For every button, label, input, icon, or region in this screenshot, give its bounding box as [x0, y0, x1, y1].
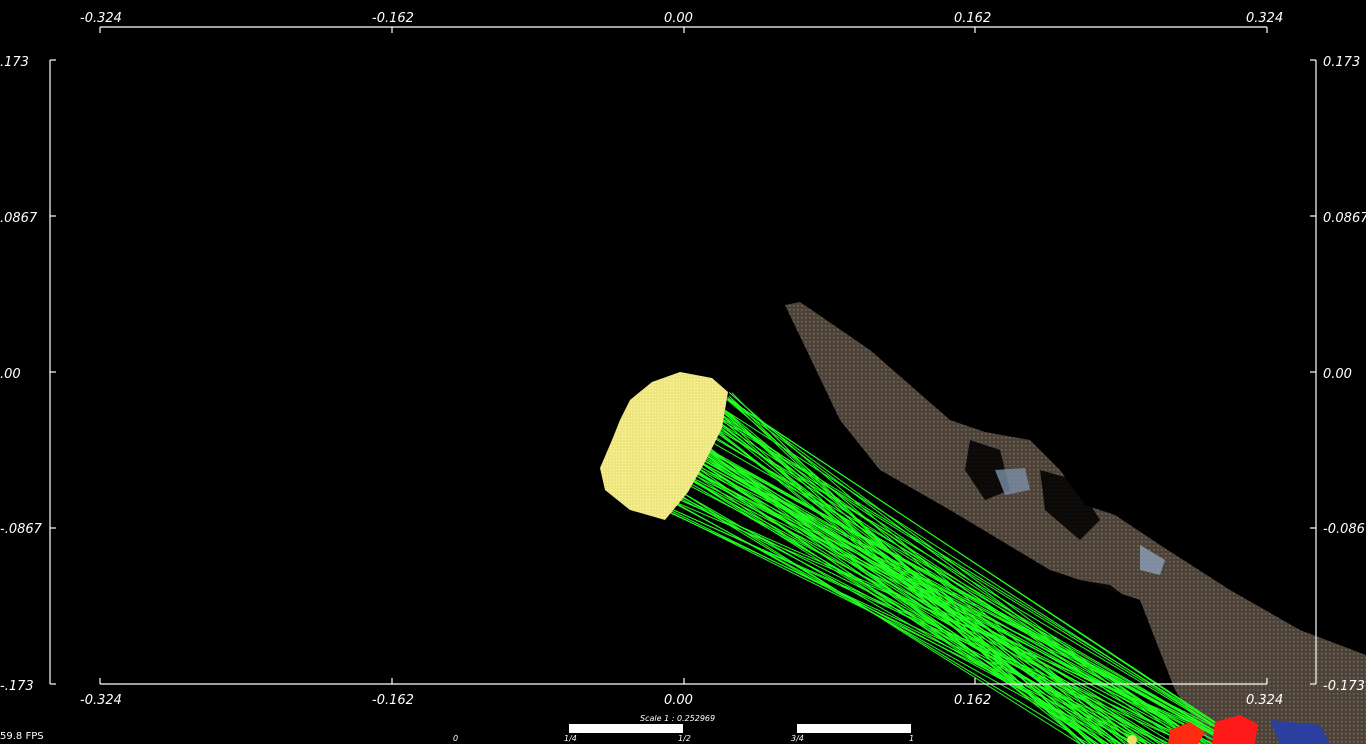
- left-tick-label: .00: [0, 367, 21, 382]
- axis-tick-marks: [50, 27, 1316, 685]
- correspondence-line: [731, 392, 1081, 744]
- scale-title: Scale 1 : 0.252969: [640, 714, 715, 723]
- correspondence-line: [716, 423, 1117, 744]
- correspondence-line: [678, 499, 1236, 744]
- scale-tick-label: 0: [453, 734, 458, 743]
- correspondence-line: [694, 465, 1097, 744]
- correspondence-line: [677, 502, 1241, 744]
- right-axis: 0.173 0.0867 0.00 -0.086 -0.173: [1323, 55, 1366, 694]
- correspondence-line: [728, 395, 1092, 744]
- scale-segment: [797, 724, 911, 733]
- scale-bar: Scale 1 : 0.252969 0 1/4 1/2 3/4 1: [453, 714, 914, 743]
- scale-segment: [569, 724, 683, 733]
- correspondence-lines: [668, 392, 1250, 744]
- scale-tick-label: 1: [909, 734, 914, 743]
- correspondence-line: [690, 468, 1201, 744]
- matched-points-highlight: [1127, 715, 1258, 744]
- correspondence-line: [712, 426, 1108, 744]
- left-tick-label: -.173: [0, 679, 34, 694]
- target-point-cloud: [785, 302, 1366, 744]
- correspondence-line: [669, 509, 1147, 744]
- correspondence-line: [689, 470, 1242, 744]
- correspondence-line: [699, 450, 1175, 744]
- scale-tick-label: 1/4: [564, 734, 577, 743]
- scale-tick-label: 1/2: [678, 734, 691, 743]
- bottom-tick-label: 0.324: [1246, 693, 1283, 708]
- correspondence-line: [698, 452, 1167, 744]
- correspondence-line: [704, 448, 1239, 744]
- source-point-cloud: [600, 372, 728, 520]
- left-axis: .173 .0867 .00 -.0867 -.173: [0, 55, 43, 694]
- correspondence-line: [716, 428, 1245, 744]
- correspondence-line: [706, 431, 1207, 744]
- correspondence-line: [728, 392, 1136, 744]
- left-tick-label: .173: [0, 55, 29, 70]
- correspondence-line: [714, 424, 1201, 744]
- correspondence-line: [727, 398, 1247, 744]
- right-tick-label: 0.173: [1323, 55, 1360, 70]
- correspondence-line: [710, 441, 1238, 744]
- top-tick-label: -0.324: [80, 11, 122, 26]
- correspondence-line: [716, 415, 1250, 744]
- fps-counter: 59.8 FPS: [0, 731, 44, 742]
- correspondence-line: [672, 502, 1122, 744]
- top-tick-label: 0.00: [664, 11, 693, 26]
- correspondence-line: [688, 467, 1133, 744]
- top-tick-label: 0.162: [954, 11, 991, 26]
- left-tick-label: -.0867: [0, 522, 43, 537]
- right-tick-label: -0.086: [1323, 522, 1365, 537]
- bottom-axis: -0.324 -0.162 0.00 0.162 0.324: [80, 693, 1283, 708]
- bottom-tick-label: -0.324: [80, 693, 122, 708]
- right-tick-label: -0.173: [1323, 679, 1365, 694]
- correspondence-line: [672, 509, 1201, 744]
- bottom-tick-label: -0.162: [372, 693, 414, 708]
- scale-tick-label: 3/4: [791, 734, 804, 743]
- top-tick-label: 0.324: [1246, 11, 1283, 26]
- bottom-tick-label: 0.162: [954, 693, 991, 708]
- correspondence-line: [698, 450, 1133, 744]
- correspondence-line: [716, 420, 1206, 744]
- right-tick-label: 0.00: [1323, 367, 1352, 382]
- correspondence-line: [679, 494, 1090, 744]
- correspondence-line: [696, 459, 1147, 744]
- right-tick-label: 0.0867: [1323, 211, 1366, 226]
- top-tick-label: -0.162: [372, 11, 414, 26]
- correspondence-line: [670, 511, 1138, 744]
- left-tick-label: .0867: [0, 211, 38, 226]
- correspondence-line: [701, 456, 1236, 744]
- correspondence-line: [716, 417, 1246, 744]
- top-axis: -0.324 -0.162 0.00 0.162 0.324: [80, 11, 1283, 26]
- bottom-tick-label: 0.00: [664, 693, 693, 708]
- correspondence-line: [724, 409, 1245, 744]
- correspondence-line: [721, 413, 1207, 744]
